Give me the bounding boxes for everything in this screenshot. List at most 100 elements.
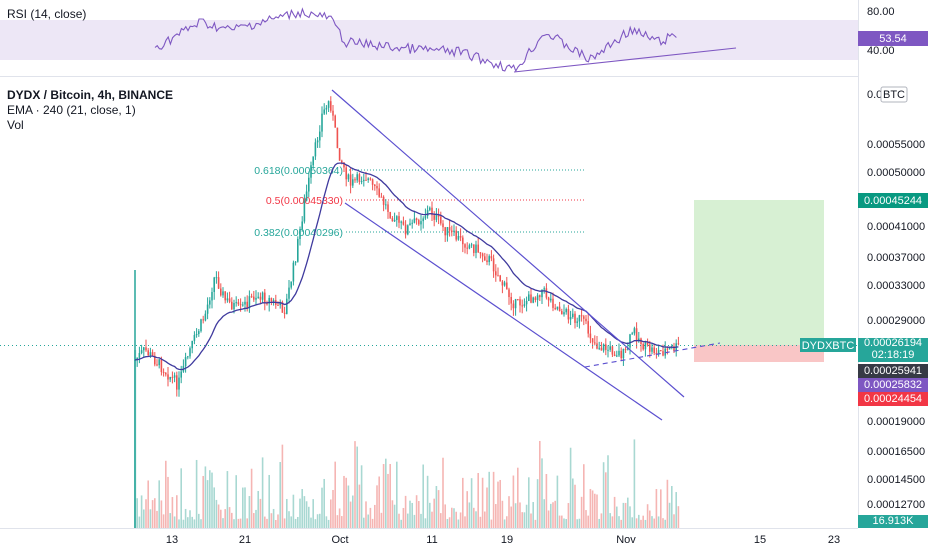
volume-bar [446, 518, 449, 528]
price-tick-label: 0.00050000 [867, 167, 925, 179]
price-tick-label: 0.00016500 [867, 446, 925, 458]
volume-bar [292, 494, 295, 528]
volume-bar [319, 513, 321, 528]
volume-bar [451, 507, 453, 528]
candle-body [206, 304, 209, 314]
candle-body [341, 160, 343, 163]
candle-body [253, 296, 255, 300]
candle-body [677, 343, 680, 345]
candle-body [354, 179, 356, 181]
price-tick-label: 0.00012700 [867, 499, 925, 511]
candle-body [466, 247, 468, 249]
candle-body [145, 347, 147, 351]
time-tick-label: Oct [331, 534, 348, 546]
volume-bar [374, 504, 376, 528]
candle-body [360, 181, 363, 183]
volume-bar [671, 486, 673, 528]
volume-bar [191, 516, 193, 528]
volume-bar [499, 479, 501, 528]
candle-body [424, 215, 427, 219]
volume-bar [655, 489, 658, 528]
volume-bar [640, 519, 642, 528]
candle-body [374, 184, 376, 187]
volume-bar [600, 513, 603, 528]
candle-body [622, 348, 625, 359]
price-tag-last-price-bg [858, 338, 928, 350]
price-tag-ema-value-bg [858, 364, 928, 378]
candle-body [435, 214, 438, 220]
candle-body [602, 344, 605, 351]
candle-body [151, 352, 154, 356]
time-tick-label: 15 [754, 534, 766, 546]
candle-body [345, 167, 347, 180]
volume-bar [173, 516, 176, 528]
volume-bar [607, 455, 609, 528]
candle-body [649, 344, 651, 352]
candle-body [369, 178, 372, 180]
volume-bar [162, 514, 165, 528]
candle-body [453, 230, 455, 233]
volume-bar [283, 518, 286, 528]
volume-bar [347, 485, 350, 528]
price-tag-rsi-trend: 0.00025832 [864, 379, 922, 391]
candle-body [228, 298, 231, 302]
volume-bar [552, 502, 554, 528]
candle-body [457, 236, 460, 240]
rsi-value-tag-bg [858, 31, 928, 46]
volume-bar [464, 516, 466, 528]
candle-body [162, 372, 165, 374]
candle-body [402, 221, 405, 225]
candle-body [407, 225, 409, 235]
ema-legend[interactable]: EMA · 240 (21, close, 1) [7, 103, 136, 117]
volume-bar [554, 500, 556, 528]
volume-bar [389, 463, 391, 528]
symbol-title[interactable]: DYDX / Bitcoin, 4h, BINANCE [7, 88, 174, 102]
volume-bar [589, 488, 592, 528]
candle-body [367, 178, 369, 180]
volume-value-tag-bg [858, 515, 928, 528]
candle-body [605, 344, 607, 350]
candle-body [343, 162, 345, 168]
candle-body [481, 253, 484, 257]
candle-body [187, 356, 189, 358]
channel-upper-line [331, 89, 685, 398]
candle-body [233, 303, 235, 310]
candle-body [651, 347, 653, 352]
volume-bar [475, 511, 477, 528]
price-tag-target-bg [858, 193, 928, 208]
volume-bar [519, 502, 521, 528]
volume-bar [345, 477, 347, 528]
candle-body [325, 107, 328, 110]
candle-body [297, 238, 299, 262]
candle-body [508, 289, 510, 298]
volume-bar [660, 489, 662, 528]
volume-bar [429, 502, 431, 528]
candle-body [607, 349, 609, 351]
volume-bar [407, 513, 409, 528]
candle-body [624, 348, 627, 350]
candle-body [554, 307, 556, 310]
candle-body [303, 200, 306, 222]
volume-bar [140, 495, 143, 528]
volume-bar [470, 478, 473, 528]
rsi-value-tag: 53.54 [879, 33, 907, 45]
volume-bar [323, 478, 325, 528]
candle-body [400, 221, 402, 223]
price-tick-label: 0.00037000 [867, 252, 925, 264]
volume-legend[interactable]: Vol [7, 118, 24, 132]
candle-body [620, 350, 622, 359]
candle-body [398, 216, 400, 223]
candle-body [444, 227, 446, 236]
volume-bar [246, 518, 248, 528]
candle-body [657, 350, 660, 354]
candle-body [244, 301, 246, 305]
volume-bar [369, 507, 372, 528]
candle-body [517, 299, 519, 301]
volume-bar [666, 479, 669, 528]
candle-body [387, 204, 389, 212]
candle-body [404, 224, 407, 235]
volume-bar [156, 510, 158, 528]
volume-bar [558, 515, 561, 528]
candle-body [539, 295, 541, 298]
